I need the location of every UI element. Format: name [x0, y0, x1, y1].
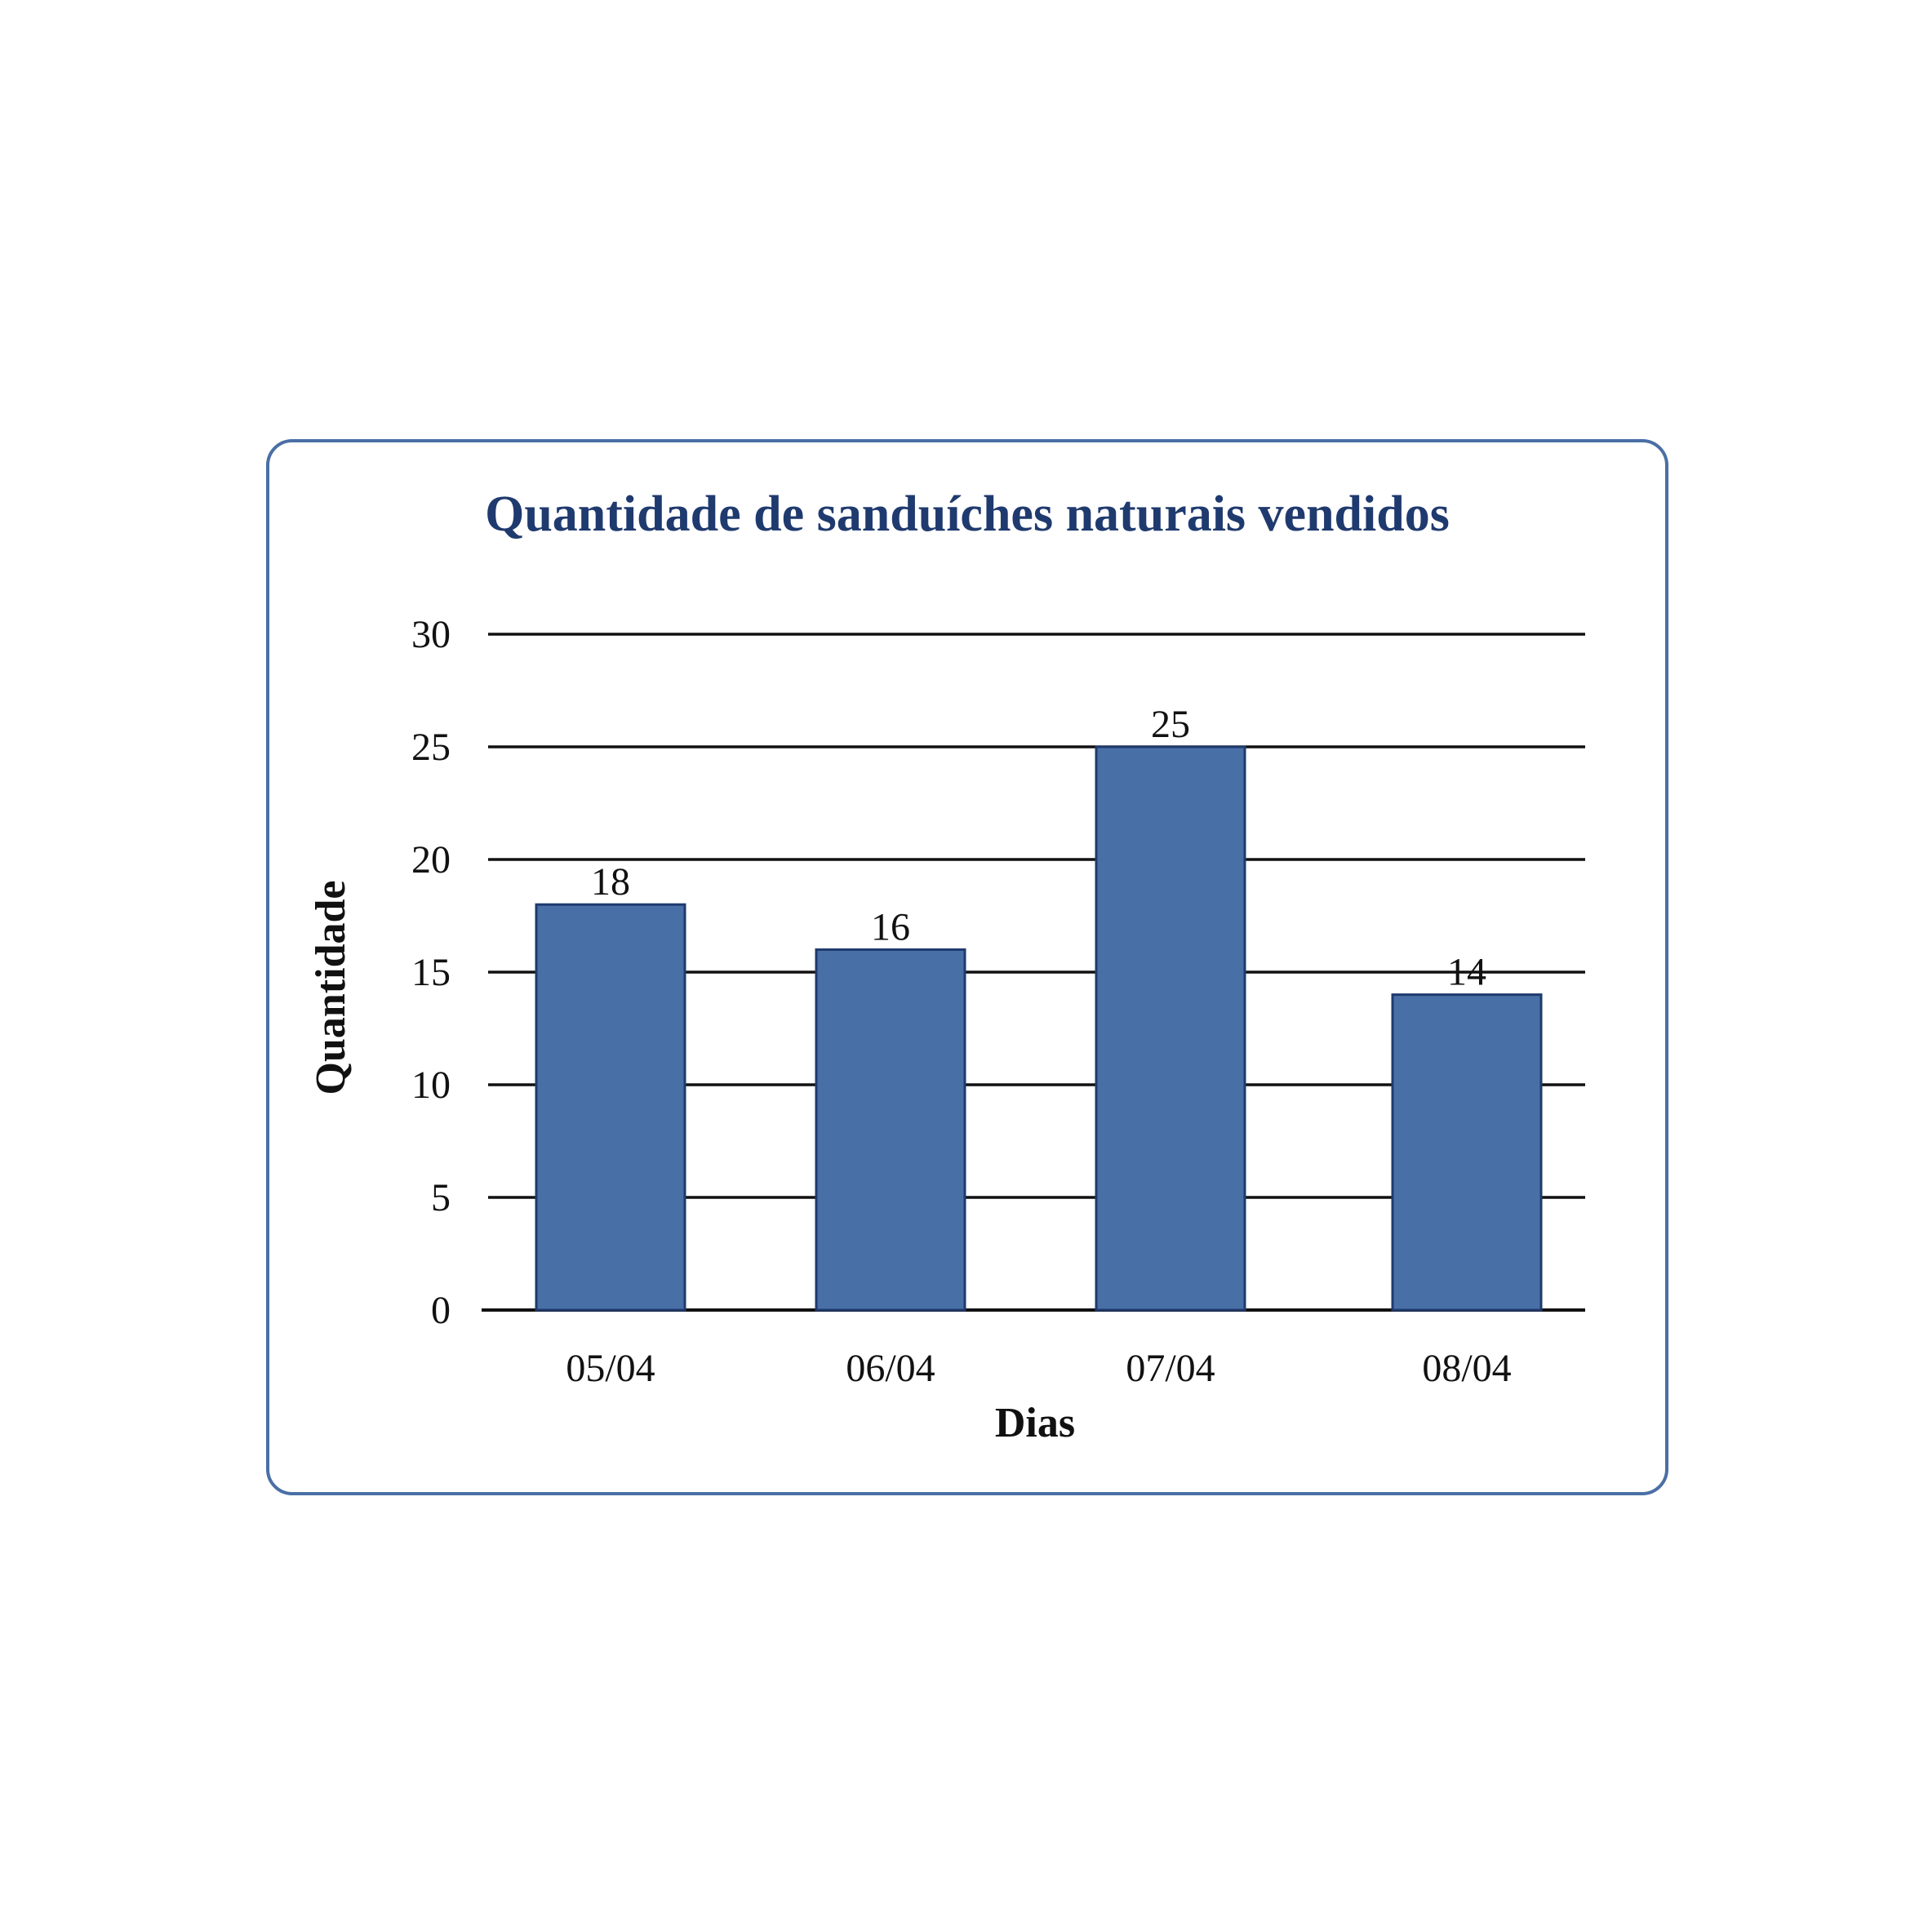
bar-08-04	[1391, 993, 1543, 1312]
y-axis-title: Quantidade	[308, 881, 354, 1095]
y-tick-label: 15	[411, 951, 451, 994]
bar-05-04	[535, 903, 686, 1312]
data-label: 16	[871, 905, 910, 948]
y-tick-label: 20	[411, 838, 451, 882]
y-tick-labels: 0 5 10 15 20 25 30	[411, 613, 451, 1332]
bar-06-04	[815, 948, 966, 1312]
y-tick-label: 30	[411, 613, 451, 656]
data-labels: 18 16 25 14	[591, 703, 1486, 994]
bar-07-04	[1095, 745, 1246, 1312]
x-tick-label: 06/04	[846, 1347, 935, 1390]
data-label: 25	[1151, 703, 1190, 746]
y-tick-label: 10	[411, 1064, 451, 1107]
x-tick-labels: 05/04 06/04 07/04 08/04	[566, 1347, 1511, 1390]
bars	[535, 745, 1543, 1312]
data-label: 18	[591, 860, 630, 904]
x-axis-title: Dias	[995, 1400, 1075, 1446]
y-tick-label: 25	[411, 726, 451, 769]
data-label: 14	[1447, 951, 1486, 994]
x-tick-label: 05/04	[566, 1347, 655, 1390]
chart-title: Quantidade de sanduíches naturais vendid…	[485, 486, 1450, 542]
x-tick-label: 08/04	[1422, 1347, 1511, 1390]
y-tick-label: 5	[431, 1176, 451, 1219]
y-tick-label: 0	[431, 1289, 451, 1332]
x-tick-label: 07/04	[1126, 1347, 1215, 1390]
